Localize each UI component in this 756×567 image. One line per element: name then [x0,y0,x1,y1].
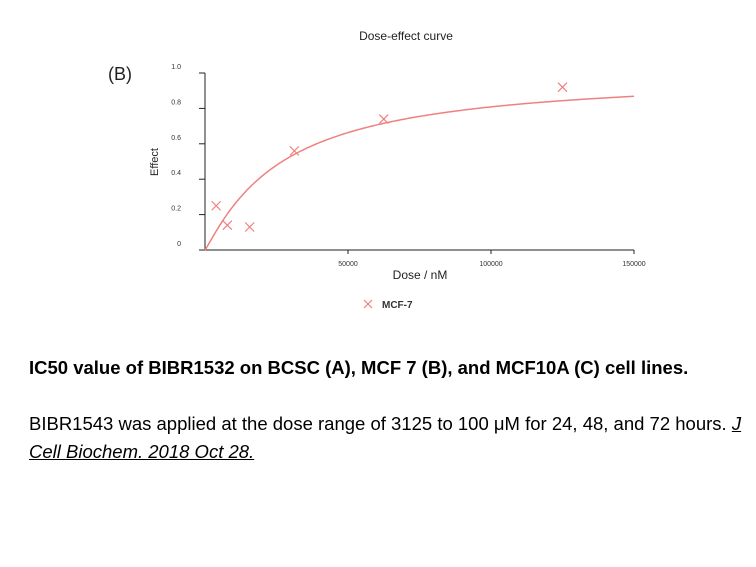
data-points [211,82,568,232]
y-tick-label-2: 0.4 [171,170,181,177]
y-axis-label: Effect [149,148,161,176]
data-point-0 [211,200,222,211]
y-tick-label-1: 0.2 [171,206,181,213]
legend-label: MCF-7 [382,300,413,311]
legend: MCF-7 [363,299,413,311]
caption-body-text: BIBR1543 was applied at the dose range o… [29,413,727,434]
y-tick-label-3: 0.6 [171,135,181,142]
x-tick-label-0: 50000 [338,261,358,268]
axes: 0 0.2 0.4 0.6 0.8 1.0 50000 100000 150000 [171,64,646,268]
legend-marker-b [363,299,373,309]
fit-curve-group [204,95,635,251]
data-point-3 [289,145,300,156]
panel-label: (B) [108,64,132,84]
chart-title: Dose-effect curve [359,29,453,43]
figure-caption-body: BIBR1543 was applied at the dose range o… [29,410,749,466]
y-tick-label-5: 1.0 [171,64,181,71]
fit-curve [204,95,635,251]
y-tick-label-0: 0 [177,241,181,248]
dose-effect-chart: Dose-effect curve (B) 0 0.2 0.4 0.6 0.8 1.0 50… [108,29,646,311]
data-point-5 [557,82,568,93]
data-point-1 [222,220,233,231]
y-tick-label-4: 0.8 [171,99,181,106]
citation-link[interactable]: J Cell Biochem. 2018 Oct 28. [29,413,742,462]
data-point-4 [378,114,389,124]
figure-caption-title: IC50 value of BIBR1532 on BCSC (A), MCF … [29,354,749,382]
caption-title-text: IC50 value of BIBR1532 on BCSC (A), MCF … [29,357,689,378]
x-tick-label-2: 150000 [622,261,645,268]
x-tick-label-1: 100000 [479,261,502,268]
data-point-2 [244,222,255,232]
x-axis-label: Dose / nM [393,268,448,282]
